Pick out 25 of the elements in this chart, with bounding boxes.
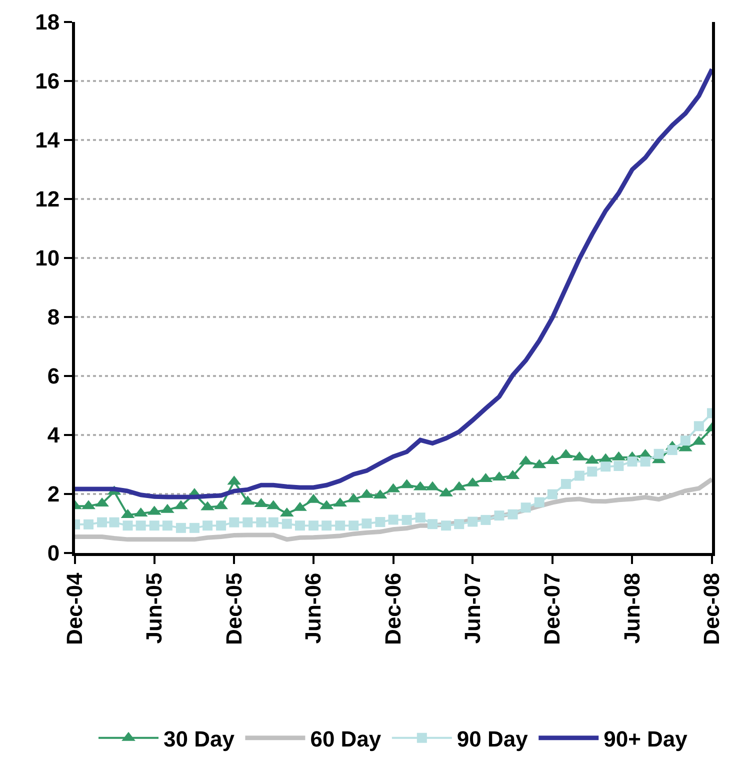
y-tick-label: 14	[35, 128, 60, 153]
y-tick-label: 4	[47, 422, 60, 448]
x-tick-label: Jun-08	[619, 572, 644, 644]
legend-label: 30 Day	[164, 726, 236, 752]
y-tick-label: 2	[47, 482, 60, 507]
legend-label: 90 Day	[456, 726, 529, 752]
legend-label: 90+ Day	[604, 726, 688, 752]
x-tick-label: Dec-07	[540, 572, 565, 645]
line-series	[75, 477, 712, 542]
x-tick-label: Dec-04	[62, 572, 88, 645]
legend-label: 60 Day	[310, 726, 382, 752]
x-tick-label: Dec-05	[221, 572, 246, 645]
y-tick-label: 18	[35, 10, 60, 35]
x-tick-label: Dec-08	[699, 572, 724, 645]
y-tick-label: 12	[35, 186, 60, 212]
y-tick-label: 16	[35, 68, 60, 94]
x-tick-label: Jun-05	[142, 572, 166, 644]
x-tick-label: Jun-07	[460, 572, 485, 644]
y-tick-label: 6	[47, 364, 60, 389]
y-tick-label: 0	[47, 540, 60, 566]
y-tick-label: 10	[35, 246, 60, 271]
x-tick-label: Jun-06	[300, 572, 326, 644]
line-series	[75, 66, 712, 500]
x-tick-label: Dec-06	[380, 572, 406, 645]
y-tick-label: 8	[47, 304, 60, 330]
